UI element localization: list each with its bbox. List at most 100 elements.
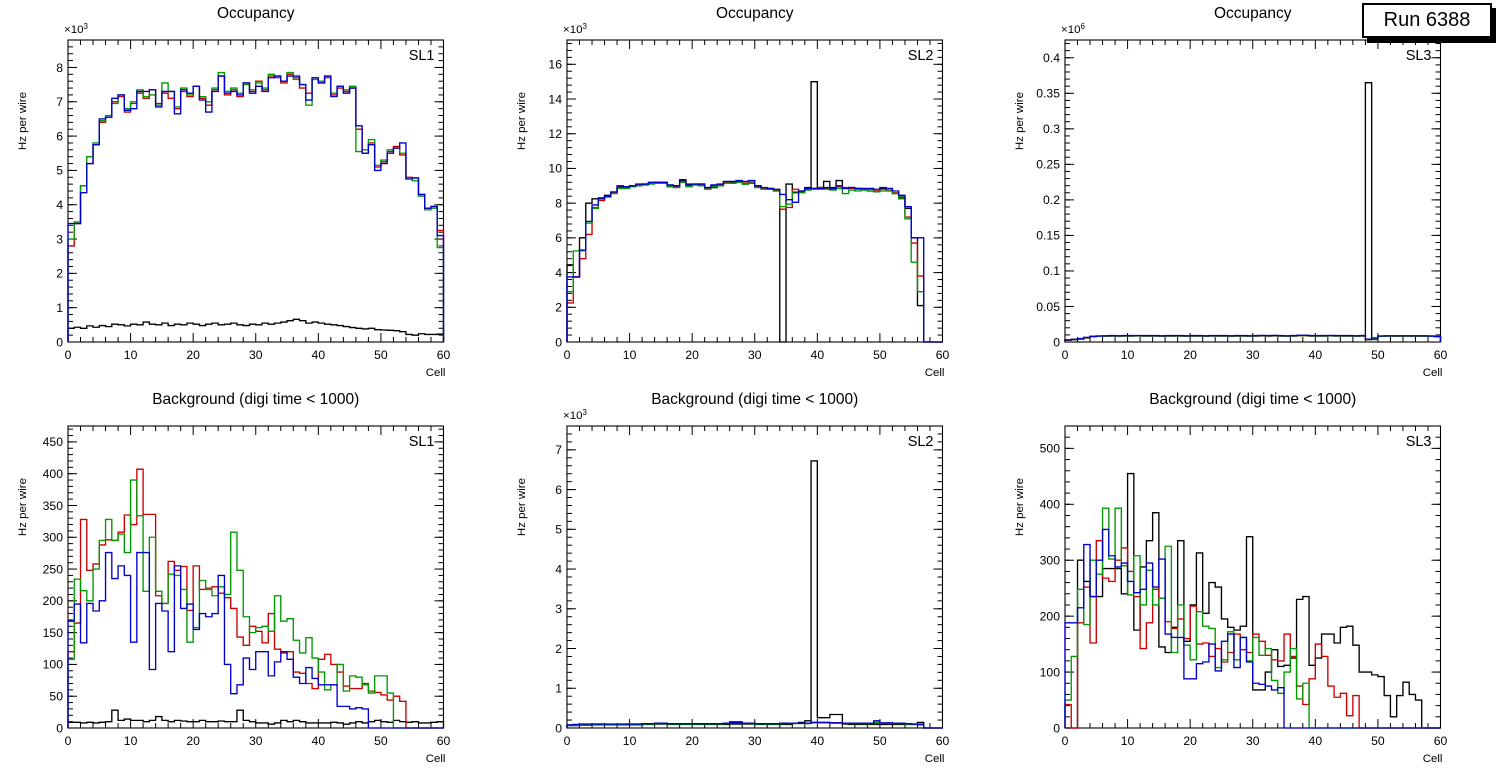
x-tick-label: 0 <box>1062 348 1069 362</box>
superlayer-label: SL1 <box>409 48 435 64</box>
y-tick-label: 100 <box>1040 665 1061 679</box>
x-tick-label: 50 <box>1371 348 1385 362</box>
histogram-layer4 <box>1064 334 1442 342</box>
x-tick-label: 40 <box>312 734 326 748</box>
superlayer-label: SL3 <box>1406 48 1432 64</box>
y-tick-label: 4 <box>555 266 562 280</box>
superlayer-label: SL2 <box>907 434 933 450</box>
x-tick-label: 0 <box>65 734 72 748</box>
y-axis-title: Hz per wire <box>17 92 29 150</box>
x-tick-label: 50 <box>1371 734 1385 748</box>
y-tick-label: 5 <box>555 523 562 537</box>
superlayer-label: SL2 <box>907 48 933 64</box>
y-tick-label: 6 <box>555 483 562 497</box>
y-tick-label: 0.1 <box>1043 264 1060 278</box>
y-tick-label: 6 <box>555 231 562 245</box>
panel-occupancy-sl3: Occupancy ×106 Hz per wire Cell 0 10 20 30 40 50 6… <box>997 0 1496 386</box>
y-axis-title: Hz per wire <box>1014 478 1026 536</box>
y-tick-label: 0 <box>56 721 63 735</box>
panel-occupancy-sl1: Occupancy ×103 Hz per wire Cell 0 10 20 30 40 50 6… <box>0 0 499 386</box>
y-tick-label: 3 <box>555 602 562 616</box>
plot-background-sl3: Background (digi time < 1000) Hz per wire… <box>1014 391 1448 765</box>
plot-frame <box>566 425 943 729</box>
x-tick-label: 20 <box>685 348 699 362</box>
x-axis-title: Cell <box>1423 367 1443 379</box>
x-tick-label: 0 <box>563 348 570 362</box>
y-tick-label: 0.05 <box>1037 300 1061 314</box>
y-tick-label: 0.4 <box>1043 51 1060 65</box>
y-tick-label: 100 <box>43 658 64 672</box>
axis-exponent: ×103 <box>563 22 587 36</box>
axis-ticks <box>566 425 943 729</box>
panel-background-sl3: Background (digi time < 1000) Hz per wire… <box>997 386 1496 772</box>
x-tick-label: 60 <box>935 348 949 362</box>
x-tick-label: 20 <box>186 734 200 748</box>
histogram-layer4 <box>1064 528 1441 729</box>
histogram-series-group <box>67 468 445 729</box>
y-tick-label: 400 <box>1040 498 1061 512</box>
x-tick-label: 20 <box>1184 348 1198 362</box>
y-tick-label: 1 <box>56 301 63 315</box>
histogram-layer1 <box>67 709 445 728</box>
x-tick-label: 0 <box>65 348 72 362</box>
y-tick-label: 6 <box>56 129 63 143</box>
x-axis-title: Cell <box>426 753 446 765</box>
x-axis-title: Cell <box>924 367 944 379</box>
y-axis-title: Hz per wire <box>1014 92 1026 150</box>
y-axis-title: Hz per wire <box>516 478 528 536</box>
plot-frame <box>1064 39 1442 343</box>
plot-background-sl2: Background (digi time < 1000) ×103 Hz per … <box>516 391 949 765</box>
x-axis-title: Cell <box>1423 753 1443 765</box>
y-tick-label: 0 <box>1054 721 1061 735</box>
x-tick-label: 10 <box>1121 734 1135 748</box>
y-axis-title: Hz per wire <box>516 92 528 150</box>
histogram-series-group <box>67 71 445 342</box>
axis-ticks <box>1064 40 1442 343</box>
histogram-layer1 <box>565 80 943 343</box>
plot-title: Occupancy <box>716 5 794 22</box>
histogram-layer1 <box>1064 81 1442 342</box>
axis-ticks <box>67 39 444 343</box>
y-tick-label: 10 <box>548 162 562 176</box>
x-tick-label: 10 <box>124 734 138 748</box>
x-tick-label: 30 <box>1246 734 1260 748</box>
histogram-layer2 <box>565 180 943 343</box>
histogram-layer4 <box>565 720 943 729</box>
y-tick-label: 0.2 <box>1043 193 1060 207</box>
histogram-layer2 <box>67 73 445 342</box>
y-tick-label: 200 <box>1040 609 1061 623</box>
y-tick-label: 0 <box>56 335 63 349</box>
x-tick-label: 10 <box>622 348 636 362</box>
y-tick-label: 12 <box>548 127 562 141</box>
x-tick-label: 60 <box>1434 348 1448 362</box>
y-tick-label: 16 <box>548 58 562 72</box>
y-tick-label: 5 <box>56 164 63 178</box>
x-tick-label: 40 <box>1309 734 1323 748</box>
axis-exponent: ×103 <box>64 22 88 36</box>
x-tick-label: 50 <box>873 348 887 362</box>
panel-occupancy-sl2: Occupancy ×103 Hz per wire Cell 0 10 20 30 40 50 6… <box>499 0 998 386</box>
y-tick-label: 4 <box>555 562 562 576</box>
x-tick-label: 20 <box>186 348 200 362</box>
run-number-label: Run 6388 <box>1383 9 1471 31</box>
histogram-layer1 <box>67 318 445 342</box>
x-tick-label: 10 <box>124 348 138 362</box>
x-tick-label: 40 <box>810 734 824 748</box>
panel-background-sl2: Background (digi time < 1000) ×103 Hz per … <box>499 386 998 772</box>
histogram-layer4 <box>67 551 444 729</box>
y-tick-label: 400 <box>43 467 64 481</box>
x-tick-label: 60 <box>1434 734 1448 748</box>
plot-occupancy-sl3: Occupancy ×106 Hz per wire Cell 0 10 20 30 40 50 6… <box>1014 5 1448 379</box>
x-tick-label: 30 <box>249 734 263 748</box>
x-tick-label: 40 <box>810 348 824 362</box>
axis-ticks <box>566 40 943 343</box>
y-tick-label: 0 <box>555 721 562 735</box>
y-tick-label: 8 <box>56 61 63 75</box>
y-tick-label: 0 <box>1054 335 1061 349</box>
x-tick-label: 0 <box>563 734 570 748</box>
histogram-layer1 <box>565 460 943 729</box>
y-tick-label: 1 <box>555 682 562 696</box>
x-tick-label: 0 <box>1062 734 1069 748</box>
